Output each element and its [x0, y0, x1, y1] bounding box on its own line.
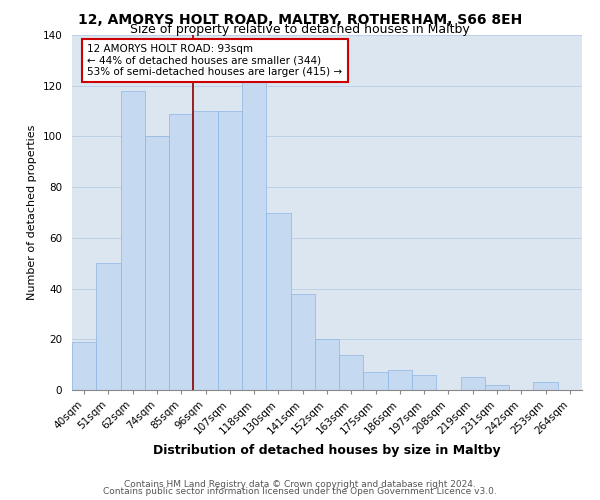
Text: Contains HM Land Registry data © Crown copyright and database right 2024.: Contains HM Land Registry data © Crown c… [124, 480, 476, 489]
Bar [315, 340, 339, 390]
Bar [145, 136, 169, 390]
Bar [266, 212, 290, 390]
Bar [121, 91, 145, 390]
Bar [290, 294, 315, 390]
Bar [388, 370, 412, 390]
Text: Size of property relative to detached houses in Maltby: Size of property relative to detached ho… [130, 22, 470, 36]
Bar [72, 342, 96, 390]
Text: 12 AMORYS HOLT ROAD: 93sqm
← 44% of detached houses are smaller (344)
53% of sem: 12 AMORYS HOLT ROAD: 93sqm ← 44% of deta… [88, 44, 343, 77]
Bar [364, 372, 388, 390]
Bar [533, 382, 558, 390]
Bar [485, 385, 509, 390]
Text: 12, AMORYS HOLT ROAD, MALTBY, ROTHERHAM, S66 8EH: 12, AMORYS HOLT ROAD, MALTBY, ROTHERHAM,… [78, 12, 522, 26]
Bar [169, 114, 193, 390]
Text: Contains public sector information licensed under the Open Government Licence v3: Contains public sector information licen… [103, 487, 497, 496]
Bar [461, 378, 485, 390]
X-axis label: Distribution of detached houses by size in Maltby: Distribution of detached houses by size … [153, 444, 501, 457]
Bar [218, 111, 242, 390]
Y-axis label: Number of detached properties: Number of detached properties [27, 125, 37, 300]
Bar [339, 354, 364, 390]
Bar [193, 111, 218, 390]
Bar [242, 52, 266, 390]
Bar [412, 375, 436, 390]
Bar [96, 263, 121, 390]
